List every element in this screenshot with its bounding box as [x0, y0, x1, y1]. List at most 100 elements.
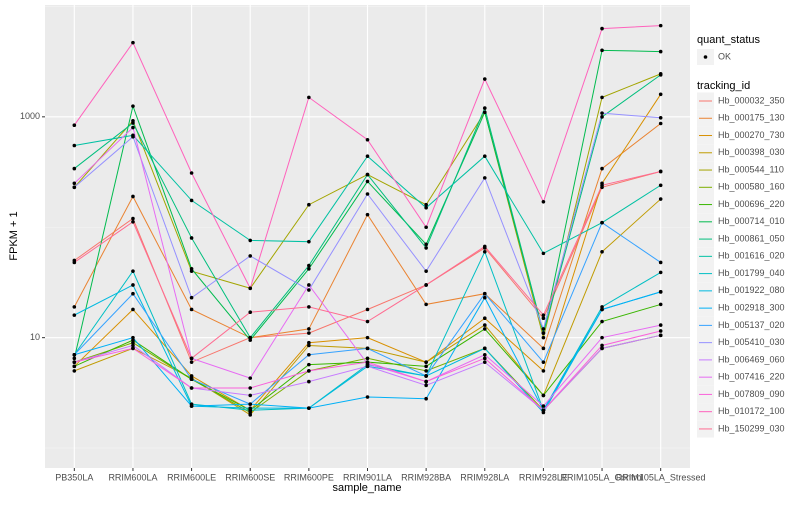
data-point — [72, 123, 77, 127]
data-point — [131, 291, 135, 296]
data-point — [541, 393, 546, 398]
data-point — [248, 402, 253, 406]
data-point — [658, 121, 663, 126]
data-point — [189, 171, 194, 175]
data-point — [541, 200, 546, 204]
data-point — [541, 360, 546, 364]
data-point — [307, 379, 311, 384]
data-point — [541, 369, 546, 373]
data-point — [248, 386, 253, 390]
data-point — [600, 249, 604, 254]
data-point — [248, 310, 253, 315]
data-point — [248, 393, 253, 398]
data-point — [307, 369, 311, 373]
data-point — [131, 134, 135, 139]
data-point — [189, 295, 194, 300]
data-point — [600, 48, 604, 53]
data-point — [131, 335, 135, 340]
data-point — [365, 364, 370, 369]
legend-label: Hb_006469_060 — [718, 354, 785, 364]
x-tick-label: RRIM928BA — [401, 472, 451, 482]
data-point — [600, 95, 604, 100]
legend-label: Hb_000032_350 — [718, 95, 785, 105]
data-point — [482, 110, 487, 115]
legend-label: Hb_000696_220 — [718, 199, 785, 209]
data-point — [541, 331, 546, 335]
data-point — [131, 194, 135, 199]
data-point — [482, 316, 487, 321]
legend-label: Hb_000544_110 — [718, 164, 784, 174]
data-point — [541, 313, 546, 317]
data-point — [307, 267, 311, 271]
data-point — [600, 343, 604, 348]
data-point — [365, 179, 370, 184]
data-point — [72, 166, 77, 171]
data-point — [424, 379, 428, 384]
data-point — [72, 181, 77, 186]
data-point — [307, 239, 311, 244]
data-point — [541, 408, 546, 413]
data-point — [248, 254, 253, 258]
data-point — [482, 327, 487, 331]
data-point — [307, 305, 311, 309]
data-point — [248, 376, 253, 380]
legend-label: Hb_007416_220 — [718, 372, 785, 382]
data-point — [658, 302, 663, 307]
data-point — [131, 346, 135, 351]
x-tick-label: RRIM600SE — [225, 472, 275, 482]
x-tick-label: RRIM105LA_Stressed — [616, 472, 706, 482]
data-point — [72, 185, 77, 190]
legend-label: Hb_000398_030 — [718, 147, 785, 157]
x-tick-label: RRIM901LA — [343, 472, 392, 482]
data-point — [131, 343, 135, 348]
data-point — [600, 111, 604, 115]
legend-label: OK — [718, 51, 731, 61]
legend-label: Hb_000175_130 — [718, 113, 785, 123]
data-point — [424, 396, 428, 401]
data-point — [658, 270, 663, 275]
data-point — [482, 356, 487, 361]
data-point — [424, 374, 428, 378]
legend-label: Hb_002918_300 — [718, 302, 785, 312]
data-point — [307, 202, 311, 207]
data-point — [424, 364, 428, 369]
data-point — [424, 269, 428, 273]
data-point — [248, 335, 253, 340]
data-point — [365, 346, 370, 351]
x-tick-label: RRIM928LA — [460, 472, 509, 482]
data-point — [482, 154, 487, 158]
x-tick-label: RRIM928LE — [519, 472, 568, 482]
data-point — [541, 335, 546, 340]
data-point — [658, 197, 663, 201]
data-point — [600, 26, 604, 31]
data-point — [658, 49, 663, 54]
data-point — [365, 319, 370, 324]
data-point — [248, 286, 253, 291]
data-point — [365, 154, 370, 158]
data-point — [307, 288, 311, 292]
data-point — [424, 360, 428, 364]
data-point — [541, 327, 546, 331]
data-point — [131, 269, 135, 273]
data-point — [600, 319, 604, 324]
data-point — [307, 352, 311, 357]
data-point — [365, 307, 370, 312]
data-point — [189, 404, 194, 408]
data-point — [131, 125, 135, 130]
data-point — [131, 283, 135, 287]
data-point — [72, 313, 77, 317]
data-point — [482, 295, 487, 300]
data-point — [307, 331, 311, 335]
legend-label: Hb_001616_020 — [718, 251, 785, 261]
data-point — [658, 116, 663, 120]
data-point — [72, 364, 77, 369]
data-point — [482, 77, 487, 81]
data-point — [72, 305, 77, 309]
data-point — [658, 260, 663, 265]
data-point — [424, 246, 428, 250]
data-point — [189, 267, 194, 271]
data-point — [72, 143, 77, 148]
legend-label: Hb_000580_160 — [718, 182, 785, 192]
